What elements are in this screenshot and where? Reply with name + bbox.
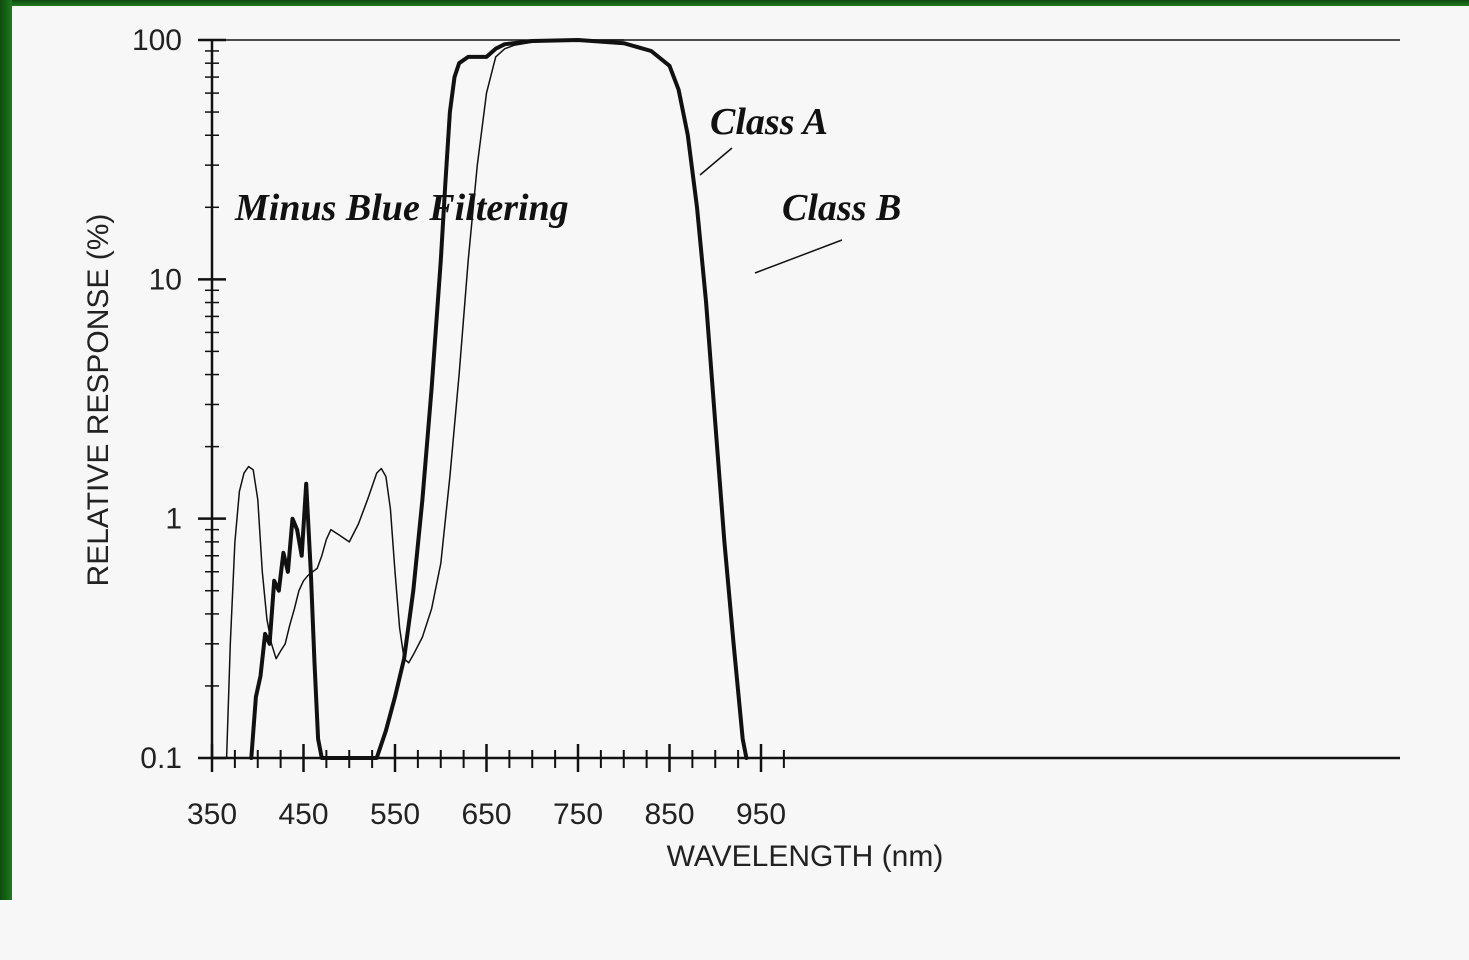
x-tick-label: 450 bbox=[278, 798, 328, 831]
x-tick-label: 550 bbox=[370, 798, 420, 831]
top-border-bar bbox=[0, 0, 1469, 6]
y-axis-title: RELATIVE RESPONSE (%) bbox=[82, 214, 115, 587]
x-tick-label: 950 bbox=[736, 798, 786, 831]
x-tick-label: 850 bbox=[644, 798, 694, 831]
chart-ticks bbox=[198, 38, 785, 772]
series-line-class-b bbox=[225, 39, 625, 759]
chart-axes bbox=[210, 39, 1400, 760]
annotation-leader-lines bbox=[699, 147, 843, 274]
x-tick-label: 650 bbox=[461, 798, 511, 831]
chart-series bbox=[225, 38, 749, 760]
y-tick-label: 10 bbox=[149, 263, 182, 296]
annotation-class-b: Class B bbox=[782, 187, 901, 229]
class-b-leader-line bbox=[754, 239, 843, 274]
x-tick-label: 350 bbox=[187, 798, 237, 831]
class-a-leader-line bbox=[699, 147, 733, 176]
y-tick-label: 0.1 bbox=[140, 742, 182, 775]
y-tick-label: 1 bbox=[165, 503, 182, 536]
series-line-class-a bbox=[249, 38, 749, 760]
y-tick-label: 100 bbox=[132, 24, 182, 57]
x-tick-label: 750 bbox=[553, 798, 603, 831]
x-axis-title: WAVELENGTH (nm) bbox=[667, 840, 944, 873]
annotation-class-a: Class A bbox=[710, 101, 828, 143]
chart-tick-labels: 350 450 550 650 750 850 950 0.1 1 10 100 bbox=[132, 24, 786, 831]
left-border-bar bbox=[0, 0, 12, 900]
annotation-minus-blue-filtering: Minus Blue Filtering bbox=[234, 187, 569, 229]
